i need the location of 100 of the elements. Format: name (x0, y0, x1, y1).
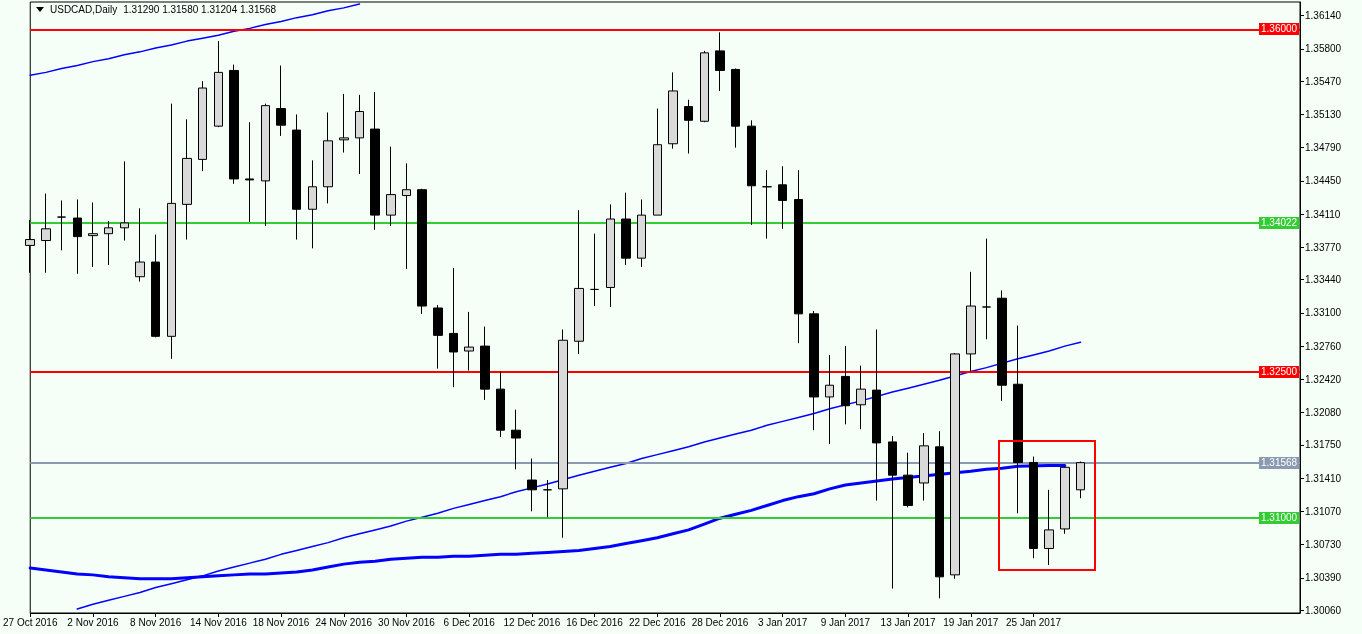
candlestick (386, 146, 396, 227)
candlestick (966, 271, 976, 373)
x-tick-label: 25 Jan 2017 (1005, 616, 1062, 628)
candlestick (621, 192, 631, 266)
candlestick (637, 198, 646, 268)
candlestick (41, 193, 51, 274)
y-tick-label: 1.30730 (1305, 539, 1342, 551)
y-tick-label: 1.34110 (1305, 208, 1341, 220)
x-tick-label: 27 Oct 2016 (3, 616, 58, 628)
candlestick (496, 371, 505, 438)
candlestick (104, 220, 113, 266)
candlestick (402, 162, 411, 270)
candlestick (135, 207, 145, 283)
candlestick (182, 118, 192, 241)
line-series (29, 3, 361, 77)
ref-line-label: 1.36000 (1259, 23, 1300, 36)
candlestick (151, 234, 160, 338)
candlestick (308, 159, 317, 249)
candlestick (982, 238, 991, 340)
candlestick (668, 71, 678, 150)
candlestick (558, 329, 568, 539)
ref-line-label: 1.31568 (1259, 456, 1300, 469)
x-tick-label: 2 Nov 2016 (67, 616, 119, 628)
candlestick (1013, 325, 1023, 514)
candlestick (684, 99, 693, 155)
candlestick (433, 304, 443, 370)
candlestick (449, 267, 458, 388)
x-tick-label: 30 Nov 2016 (378, 616, 436, 628)
candlestick (464, 311, 474, 372)
y-tick-label: 1.31410 (1305, 472, 1342, 484)
candlestick (1076, 460, 1085, 499)
y-tick-label: 1.35800 (1305, 43, 1342, 55)
candlestick (214, 40, 223, 128)
y-tick-label: 1.31750 (1305, 439, 1342, 451)
candlestick (543, 479, 552, 518)
x-tick-label: 9 Jan 2017 (820, 616, 871, 628)
x-tick-label: 16 Dec 2016 (566, 616, 624, 628)
candlestick (731, 67, 740, 149)
candlestick (841, 345, 850, 425)
candlestick (872, 329, 881, 502)
candlestick (888, 435, 897, 590)
x-tick-label: 19 Jan 2017 (943, 616, 999, 628)
x-tick-label: 6 Dec 2016 (443, 616, 496, 628)
candlestick (997, 289, 1007, 402)
candlestick (73, 198, 82, 275)
candlestick (323, 111, 333, 204)
candlestick (57, 199, 66, 251)
candlestick (370, 91, 380, 231)
candlestick (950, 352, 960, 580)
candlestick (1060, 465, 1070, 535)
ref-line-label: 1.32500 (1259, 365, 1300, 378)
candlestick (167, 103, 176, 360)
x-tick-label: 3 Jan 2017 (757, 616, 808, 628)
x-tick-label: 12 Dec 2016 (503, 616, 561, 628)
candlestick (747, 119, 756, 226)
candlestick (480, 326, 490, 401)
candlestick (1029, 456, 1038, 559)
candlestick (339, 93, 349, 154)
chart-title: USDCAD,Daily (50, 4, 118, 15)
candlestick (276, 65, 286, 137)
candlestick (417, 188, 427, 315)
y-tick-label: 1.30390 (1305, 572, 1342, 584)
candlestick (511, 409, 521, 470)
y-tick-label: 1.33100 (1305, 307, 1342, 319)
candlestick (919, 432, 929, 502)
candlestick (653, 108, 662, 216)
candlestick (903, 452, 913, 508)
candlestick (590, 233, 599, 307)
candlestick (574, 209, 584, 355)
candlestick (527, 458, 537, 512)
candlestick (229, 64, 239, 185)
y-tick-label: 1.36140 (1305, 10, 1342, 22)
x-tick-label: 8 Nov 2016 (130, 616, 182, 628)
y-tick-label: 1.31070 (1305, 505, 1342, 517)
y-tick-label: 1.32420 (1305, 373, 1342, 385)
x-tick-label: 14 Nov 2016 (189, 616, 248, 628)
candlestick (606, 203, 615, 308)
y-tick-label: 1.30060 (1305, 604, 1342, 616)
x-tick-label: 28 Dec 2016 (691, 616, 749, 628)
x-tick-label: 18 Nov 2016 (252, 616, 310, 628)
y-tick-label: 1.33770 (1305, 241, 1342, 253)
candlestick (778, 165, 787, 230)
candlestick (825, 354, 834, 445)
candlestick (261, 103, 270, 227)
candlestick (762, 169, 772, 240)
y-tick-label: 1.34450 (1305, 175, 1342, 187)
candlestick (809, 310, 819, 431)
candlestick (245, 121, 254, 223)
ref-line-label: 1.31000 (1259, 512, 1300, 525)
candlestick (198, 80, 207, 172)
candlestick (935, 430, 944, 599)
candlestick (88, 201, 98, 268)
y-tick-label: 1.35130 (1305, 108, 1342, 120)
y-tick-label: 1.33440 (1305, 274, 1342, 286)
y-tick-label: 1.35470 (1305, 75, 1342, 87)
candlestick (1044, 489, 1054, 566)
candlestick (292, 113, 301, 241)
candlestick (794, 169, 803, 344)
y-tick-label: 1.34790 (1305, 142, 1342, 154)
chart-subtitle: 1.31290 1.31580 1.31204 1.31568 (123, 4, 277, 15)
